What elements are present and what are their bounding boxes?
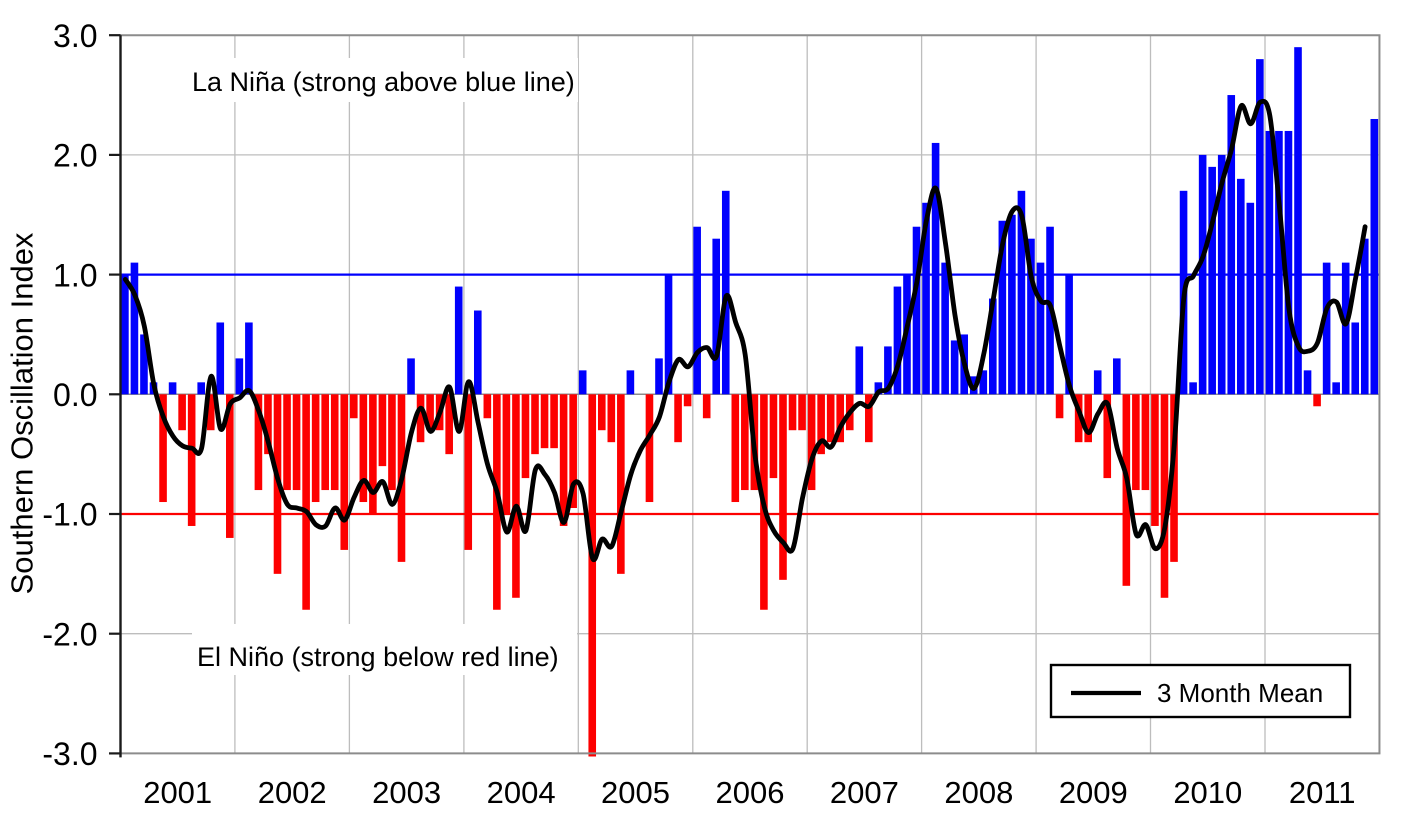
svg-text:El Niño (strong below red line: El Niño (strong below red line) (197, 642, 559, 672)
svg-text:2007: 2007 (830, 775, 899, 810)
svg-text:2003: 2003 (372, 775, 441, 810)
svg-text:-3.0: -3.0 (42, 736, 97, 772)
svg-text:-2.0: -2.0 (42, 616, 97, 652)
svg-text:3 Month Mean: 3 Month Mean (1157, 678, 1323, 708)
svg-text:2008: 2008 (944, 775, 1013, 810)
svg-text:1.0: 1.0 (53, 257, 97, 293)
svg-text:2010: 2010 (1173, 775, 1242, 810)
svg-text:2002: 2002 (258, 775, 327, 810)
svg-text:3.0: 3.0 (53, 18, 97, 54)
svg-text:La Niña (strong above blue lin: La Niña (strong above blue line) (192, 67, 575, 97)
svg-text:2006: 2006 (716, 775, 785, 810)
svg-text:2005: 2005 (601, 775, 670, 810)
svg-text:2.0: 2.0 (53, 138, 97, 174)
svg-text:0.0: 0.0 (53, 377, 97, 413)
svg-text:Southern Oscillation Index: Southern Oscillation Index (5, 232, 40, 594)
svg-text:2011: 2011 (1289, 775, 1356, 810)
svg-text:2009: 2009 (1059, 775, 1128, 810)
svg-text:2004: 2004 (487, 775, 556, 810)
svg-text:2001: 2001 (143, 775, 212, 810)
svg-text:-1.0: -1.0 (42, 497, 97, 533)
